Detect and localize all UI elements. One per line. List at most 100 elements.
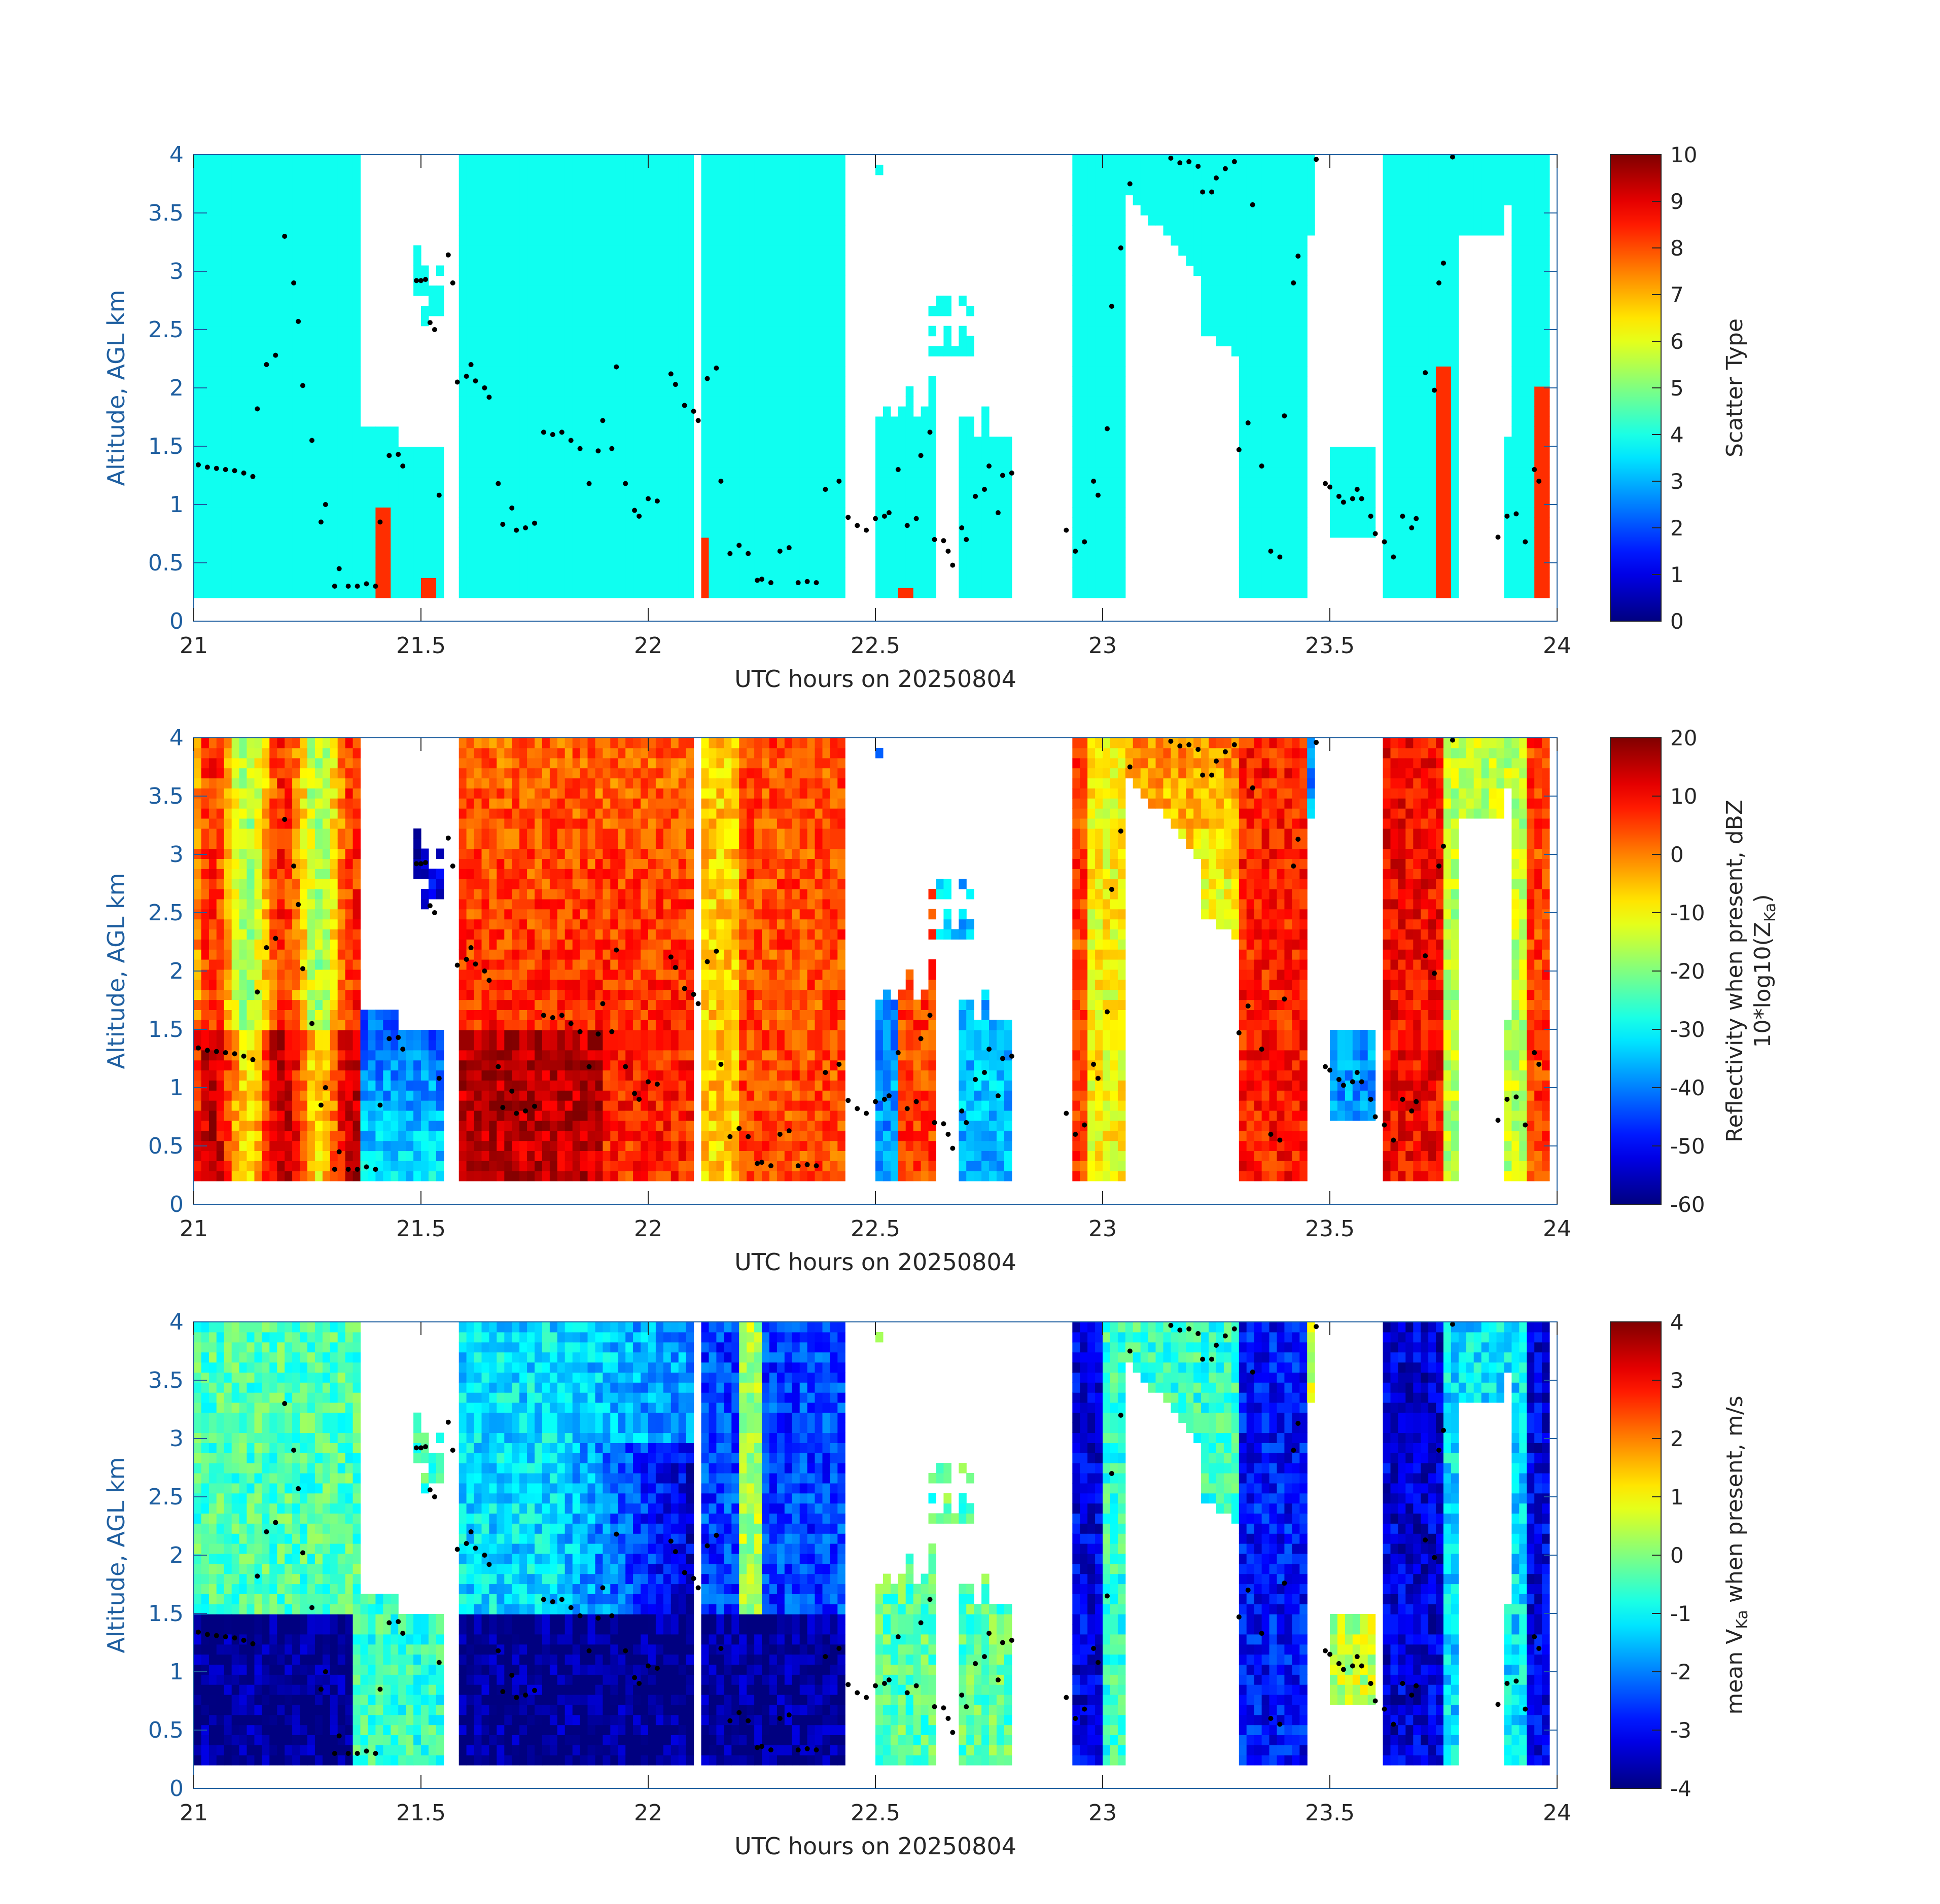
heatmap-cell [1299,296,1308,306]
heatmap-cell [686,417,694,427]
heatmap-cell [300,275,308,286]
heatmap-cell [1269,497,1278,508]
heatmap-cell [277,397,285,407]
heatmap-cell [633,386,641,397]
heatmap-cell [679,306,687,316]
heatmap-cell [1428,336,1436,347]
heatmap-cell [269,417,277,427]
heatmap-cell [1103,346,1111,356]
heatmap-cell [292,407,300,417]
heatmap-cell [1209,326,1217,337]
heatmap-cell [709,275,717,286]
heatmap-cell [747,487,755,498]
heatmap-cell [1436,578,1444,588]
heatmap-cell [716,517,724,528]
heatmap-cell [194,507,202,518]
heatmap-cell [1405,296,1414,306]
heatmap-cell [898,417,906,427]
heatmap-cell [837,426,845,437]
heatmap-cell [913,497,922,508]
heatmap-cell [519,386,527,397]
heatmap-cell [421,527,429,538]
heatmap-cell [1428,548,1436,558]
heatmap-cell [610,165,618,175]
heatmap-cell [588,155,596,165]
heatmap-cell [1262,567,1270,578]
heatmap-cell [1284,386,1292,397]
heatmap-cell [792,537,800,548]
heatmap-cell [262,275,270,286]
heatmap-cell [686,426,694,437]
heatmap-cell [731,397,739,407]
heatmap-cell [1072,467,1080,478]
heatmap-cell [323,467,331,478]
heatmap-cell [353,326,361,337]
heatmap-cell [1247,407,1255,417]
heatmap-cell [709,245,717,256]
heatmap-cell [1110,245,1118,256]
heatmap-cell [1413,215,1421,226]
heatmap-cell [436,296,444,306]
heatmap-cell [504,366,512,377]
heatmap-cell [413,558,421,568]
heatmap-cell [535,195,543,206]
heatmap-cell [981,497,990,508]
heatmap-cell [217,527,225,538]
heatmap-cell [1247,185,1255,196]
heatmap-cell [1239,578,1247,588]
heatmap-cell [224,225,232,236]
heatmap-cell [580,155,588,165]
heatmap-cell [413,487,421,498]
heatmap-cell [300,266,308,276]
heatmap-cell [315,326,323,337]
heatmap-cell [837,336,845,347]
heatmap-cell [338,588,346,598]
heatmap-cell [338,356,346,367]
heatmap-cell [1391,527,1399,538]
heatmap-cell [474,558,482,568]
heatmap-cell [1398,386,1406,397]
heatmap-cell [497,285,505,296]
heatmap-cell [1118,285,1126,296]
heatmap-cell [232,266,240,276]
heatmap-cell [906,567,914,578]
heatmap-cell [459,275,467,286]
heatmap-cell [467,296,475,306]
heatmap-cell [217,266,225,276]
heatmap-cell [648,527,656,538]
heatmap-cell [565,507,573,518]
heatmap-cell [1254,225,1262,236]
heatmap-cell [1247,256,1255,266]
heatmap-cell [1383,397,1391,407]
heatmap-cell [247,366,255,377]
heatmap-cell [285,386,293,397]
heatmap-cell [906,477,914,488]
heatmap-cell [731,548,739,558]
heatmap-cell [830,165,838,175]
heatmap-cell [277,537,285,548]
heatmap-cell [353,336,361,347]
heatmap-cell [1436,467,1444,478]
heatmap-cell [1269,316,1278,327]
heatmap-cell [943,296,951,306]
heatmap-cell [929,578,937,588]
heatmap-cell [595,517,604,528]
heatmap-cell [1292,477,1300,488]
heatmap-cell [542,537,550,548]
heatmap-cell [595,497,604,508]
heatmap-cell [1072,407,1080,417]
heatmap-cell [1262,517,1270,528]
heatmap-cell [224,356,232,367]
heatmap-cell [338,175,346,186]
heatmap-cell [823,366,831,377]
heatmap-cell [1353,467,1361,478]
heatmap-cell [974,567,982,578]
heatmap-cell [512,285,519,296]
heatmap-cell [519,567,527,578]
heatmap-cell [709,477,717,488]
heatmap-cell [777,356,785,367]
heatmap-cell [807,366,816,377]
heatmap-cell [1428,306,1436,316]
heatmap-cell [338,245,346,256]
